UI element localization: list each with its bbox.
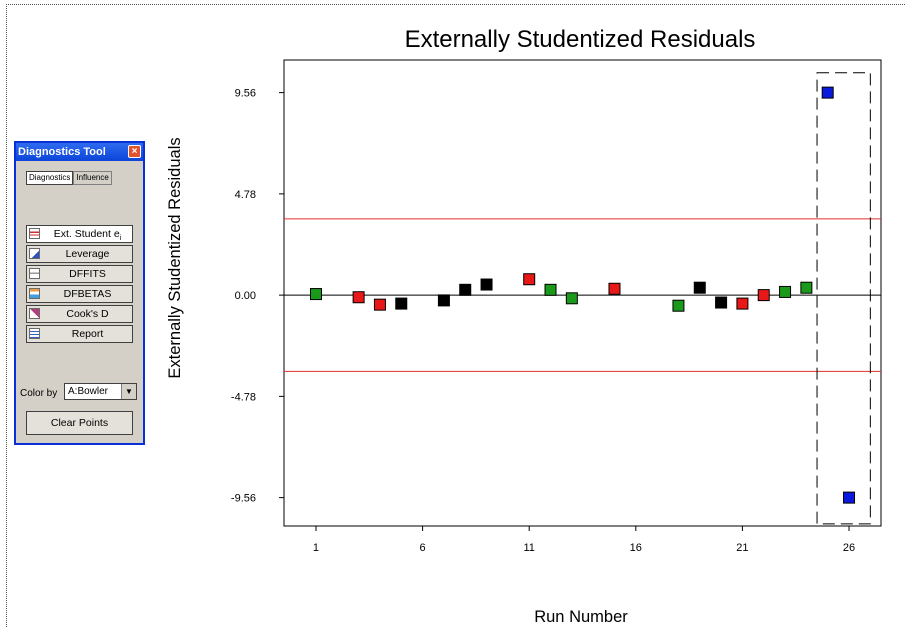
dffits-icon [29, 268, 40, 279]
clear-points-label: Clear Points [50, 417, 109, 429]
plot-area[interactable] [283, 59, 882, 527]
ext-student-icon [29, 228, 40, 239]
close-icon[interactable]: × [128, 145, 141, 158]
leverage-label: Leverage [65, 248, 110, 260]
window-frame-left [6, 4, 7, 627]
y-axis-label: Externally Studentized Residuals [166, 137, 184, 378]
data-point[interactable] [523, 273, 536, 286]
x-tick-label: 1 [313, 542, 319, 554]
x-tick-label: 26 [843, 542, 855, 554]
data-point[interactable] [736, 297, 749, 310]
cooks-d-button[interactable]: Cook's D [26, 305, 133, 323]
data-point[interactable] [821, 86, 834, 99]
data-point[interactable] [800, 281, 813, 294]
selection-box[interactable] [816, 72, 871, 525]
data-point[interactable] [480, 278, 493, 291]
data-point[interactable] [309, 288, 322, 301]
y-tick-label: 9.56 [235, 88, 256, 100]
data-point[interactable] [672, 299, 685, 312]
y-tick-label: -9.56 [231, 493, 256, 505]
data-point[interactable] [565, 292, 578, 305]
dffits-button[interactable]: DFFITS [26, 265, 133, 283]
report-label: Report [71, 328, 104, 340]
x-tick-label: 11 [523, 542, 534, 554]
data-point[interactable] [693, 281, 706, 294]
tab-diagnostics[interactable]: Diagnostics [26, 171, 74, 185]
data-point[interactable] [437, 294, 450, 307]
data-point[interactable] [459, 283, 472, 296]
chevron-down-icon[interactable]: ▼ [121, 384, 136, 399]
dfbetas-button[interactable]: DFBETAS [26, 285, 133, 303]
ext-student-label: Ext. Student ei [53, 228, 122, 243]
report-button[interactable]: Report [26, 325, 133, 343]
data-point[interactable] [395, 297, 408, 310]
diagnostics-tool-palette[interactable]: Diagnostics Tool × Diagnostics Influence… [14, 141, 145, 445]
data-point[interactable] [843, 491, 856, 504]
data-point[interactable] [715, 296, 728, 309]
cooks-d-label: Cook's D [66, 308, 109, 320]
color-by-label: Color by [20, 388, 58, 399]
chart-title: Externally Studentized Residuals [405, 26, 756, 53]
data-point[interactable] [352, 291, 365, 304]
data-point[interactable] [608, 282, 621, 295]
x-tick-label: 6 [420, 542, 426, 554]
data-point[interactable] [757, 289, 770, 302]
x-tick-label: 16 [630, 542, 642, 554]
leverage-button[interactable]: Leverage [26, 245, 133, 263]
diagnostics-tool-titlebar[interactable]: Diagnostics Tool × [16, 143, 143, 161]
diagnostic-buttons: Ext. Student ei Leverage DFFITS DFBETAS … [26, 225, 133, 345]
x-axis-ticks: 1 6 11 16 21 26 [313, 526, 855, 554]
data-points[interactable] [309, 86, 856, 504]
report-icon [29, 328, 40, 339]
x-tick-label: 21 [736, 542, 748, 554]
color-by-row: Color by [20, 386, 57, 401]
color-by-value: A:Bowler [68, 386, 109, 397]
y-axis-ticks: 9.56 4.78 0.00 -4.78 -9.56 [231, 88, 284, 505]
dfbetas-icon [29, 288, 40, 299]
clear-points-button[interactable]: Clear Points [26, 411, 133, 435]
y-tick-label: 0.00 [235, 290, 256, 302]
dfbetas-label: DFBETAS [63, 288, 112, 300]
window-frame-top [6, 4, 905, 5]
reference-lines [284, 218, 881, 372]
x-axis-label: Run Number [534, 608, 628, 626]
data-point[interactable] [544, 283, 557, 296]
dffits-label: DFFITS [69, 268, 106, 280]
tab-influence[interactable]: Influence [73, 171, 112, 185]
data-point[interactable] [373, 298, 386, 311]
diagnostics-tool-title: Diagnostics Tool [18, 146, 106, 158]
tool-tabs: Diagnostics Influence [26, 171, 112, 185]
ext-student-button[interactable]: Ext. Student ei [26, 225, 133, 243]
y-tick-label: -4.78 [231, 391, 256, 403]
y-tick-label: 4.78 [235, 189, 256, 201]
color-by-select[interactable]: A:Bowler ▼ [64, 383, 137, 400]
leverage-icon [29, 248, 40, 259]
data-point[interactable] [779, 285, 792, 298]
cooks-d-icon [29, 308, 40, 319]
